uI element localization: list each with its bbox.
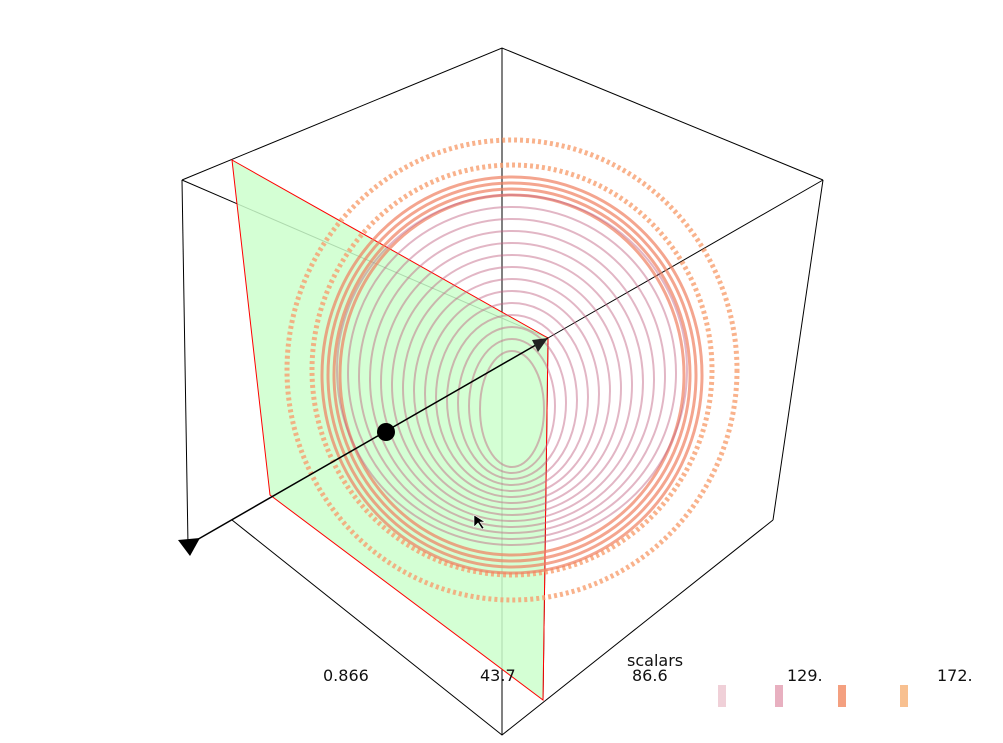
arrow-head-icon[interactable] xyxy=(532,338,548,352)
scalar-bar-tick: 43.7 xyxy=(480,666,516,685)
scalar-bar-colors xyxy=(718,685,908,707)
scalar-bar-swatch xyxy=(718,685,726,707)
sphere-ring xyxy=(369,230,655,528)
sphere-ring xyxy=(468,338,556,474)
scalar-bar-tick: 129. xyxy=(787,666,823,685)
mid-shell xyxy=(320,175,704,575)
sphere-ring xyxy=(402,266,622,510)
sphere-ring xyxy=(413,278,611,504)
shell-ring xyxy=(326,181,698,569)
outline-edge-left xyxy=(181,179,189,546)
sphere-ring xyxy=(347,206,677,540)
scalar-bar-tick: 86.6 xyxy=(632,666,668,685)
shell-ring xyxy=(332,187,692,563)
sphere-ring xyxy=(391,254,633,516)
scalar-bar-swatch xyxy=(900,685,908,707)
normal-arrow-shaft[interactable] xyxy=(187,337,549,546)
sphere-ring xyxy=(479,350,545,468)
sphere-ring xyxy=(457,326,567,480)
scalar-bar-swatch xyxy=(775,685,783,707)
inner-sphere xyxy=(336,194,688,546)
sphere-ring xyxy=(336,194,688,546)
sphere-ring xyxy=(358,218,666,534)
shell-ring xyxy=(320,175,704,575)
scalar-bar-tick: 0.866 xyxy=(323,666,369,685)
mouse-cursor-icon xyxy=(473,514,487,530)
sphere-ring xyxy=(424,290,600,498)
arrow-tail-cone-icon[interactable] xyxy=(178,538,200,556)
sphere-ring xyxy=(435,302,589,492)
outline-edge-bottom xyxy=(231,519,774,736)
scalar-bar-swatch xyxy=(838,685,846,707)
scalar-bar-tick: 172. xyxy=(937,666,973,685)
sphere-ring xyxy=(446,314,578,486)
scalar-bar-title: scalars xyxy=(627,651,684,670)
sphere-handle[interactable] xyxy=(377,423,395,441)
outer-shell xyxy=(284,137,740,603)
outline-edge-right xyxy=(772,179,824,521)
sphere-ring xyxy=(380,242,644,522)
shell-ring xyxy=(338,193,686,557)
